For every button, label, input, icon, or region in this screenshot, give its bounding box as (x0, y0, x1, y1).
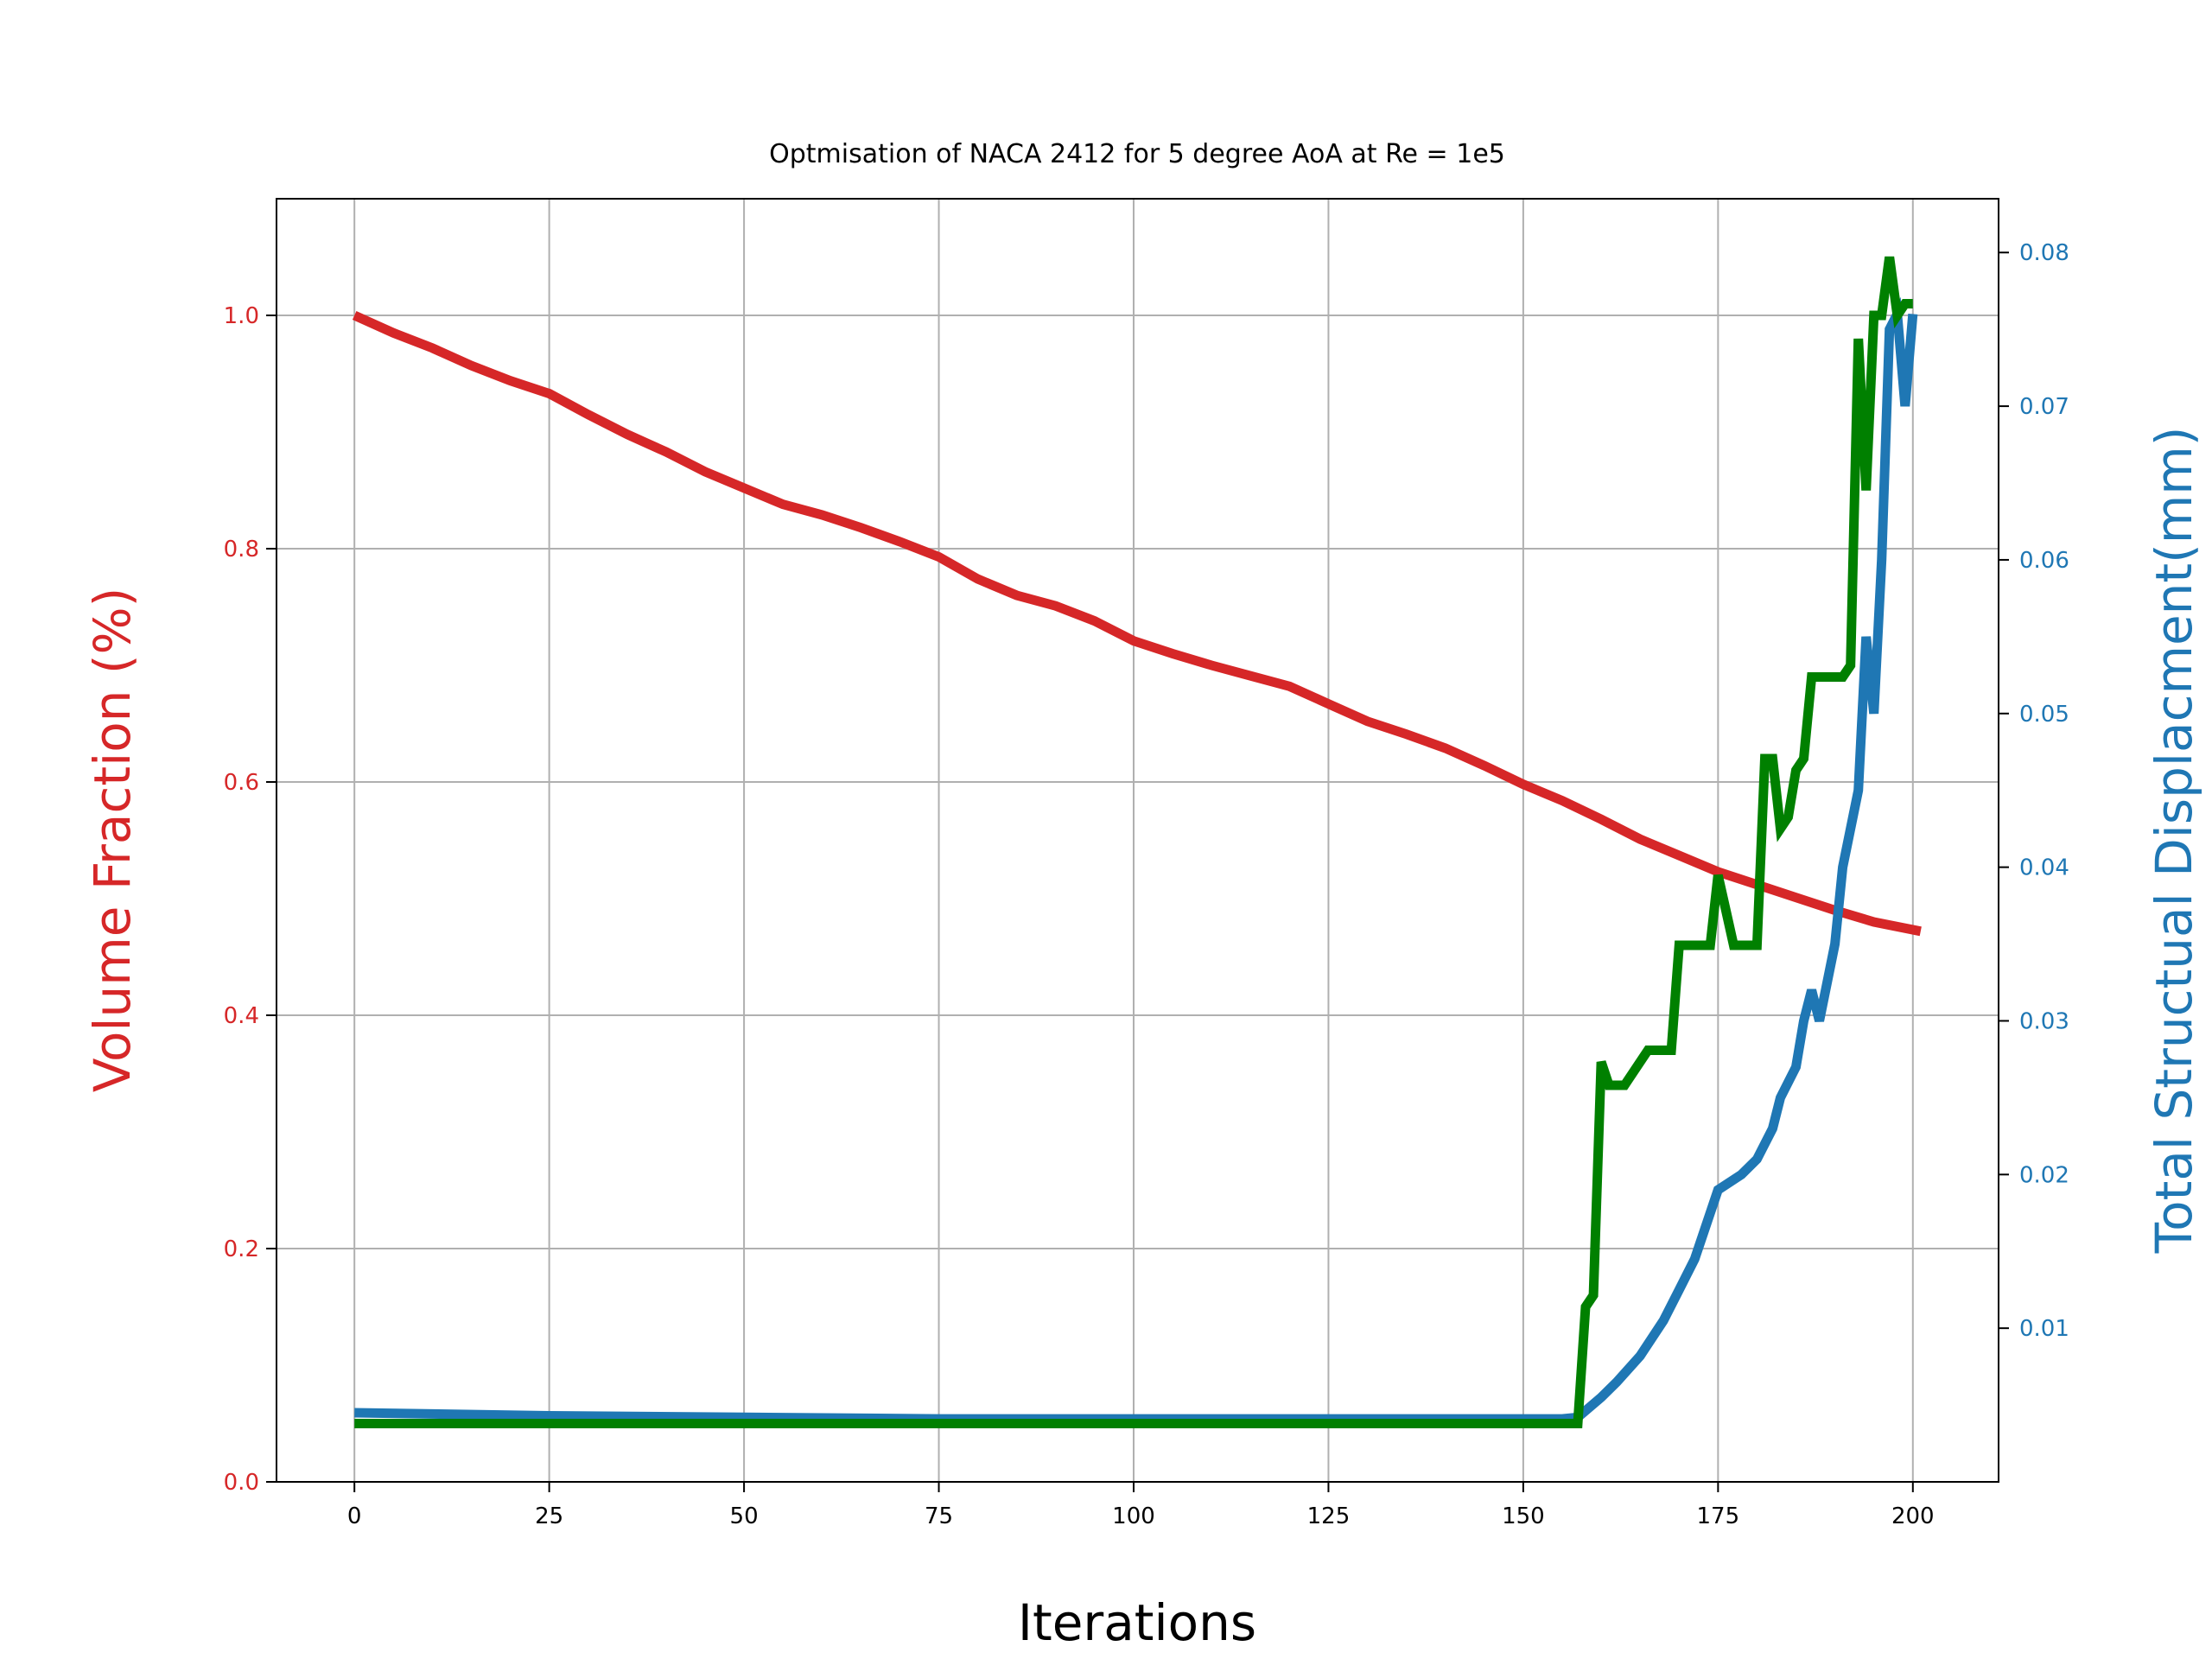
volume-fraction-line (352, 310, 1922, 937)
y-left-tick-label: 0.8 (224, 537, 259, 563)
y-left-tick-label: 0.2 (224, 1236, 259, 1262)
y-right-tick-label: 0.01 (2019, 1316, 2069, 1342)
x-axis-label: Iterations (1018, 1593, 1256, 1652)
green-series-line (354, 256, 1913, 1428)
tick-layer: 0 25 50 75 100 125 150 175 200 0.0 0.2 0.4 0.6 0.8 1.0… (224, 240, 2069, 1529)
y-right-axis-label: Total Structual Displacment(mm) (2145, 427, 2203, 1255)
y-right-tick-label: 0.03 (2019, 1008, 2069, 1034)
y-right-tick-label: 0.05 (2019, 702, 2069, 728)
plot-frame (276, 198, 1999, 1483)
chart-title: Optmisation of NACA 2412 for 5 degree Ao… (769, 139, 1505, 169)
y-right-tick-label: 0.04 (2019, 855, 2069, 881)
x-tick-label: 75 (925, 1503, 953, 1529)
y-left-tick-label: 0.6 (224, 770, 259, 796)
y-left-tick-label: 0.0 (224, 1470, 259, 1496)
y-right-tick-label: 0.08 (2019, 240, 2069, 266)
y-right-tick-label: 0.02 (2019, 1162, 2069, 1188)
x-tick-label: 100 (1112, 1503, 1155, 1529)
x-tick-label: 125 (1307, 1503, 1351, 1529)
grid (276, 199, 1999, 1483)
x-tick-label: 50 (730, 1503, 759, 1529)
y-right-tick-label: 0.06 (2019, 548, 2069, 574)
series-layer (352, 256, 1922, 1428)
x-tick-label: 200 (1891, 1503, 1935, 1529)
x-tick-label: 150 (1502, 1503, 1545, 1529)
x-tick-label: 0 (347, 1503, 362, 1529)
x-tick-label: 175 (1697, 1503, 1740, 1529)
y-left-tick-label: 0.4 (224, 1003, 259, 1029)
y-right-tick-label: 0.07 (2019, 394, 2069, 420)
x-tick-label: 25 (535, 1503, 563, 1529)
y-left-axis-label: Volume Fraction (%) (83, 588, 142, 1092)
y-left-tick-label: 1.0 (224, 303, 259, 329)
